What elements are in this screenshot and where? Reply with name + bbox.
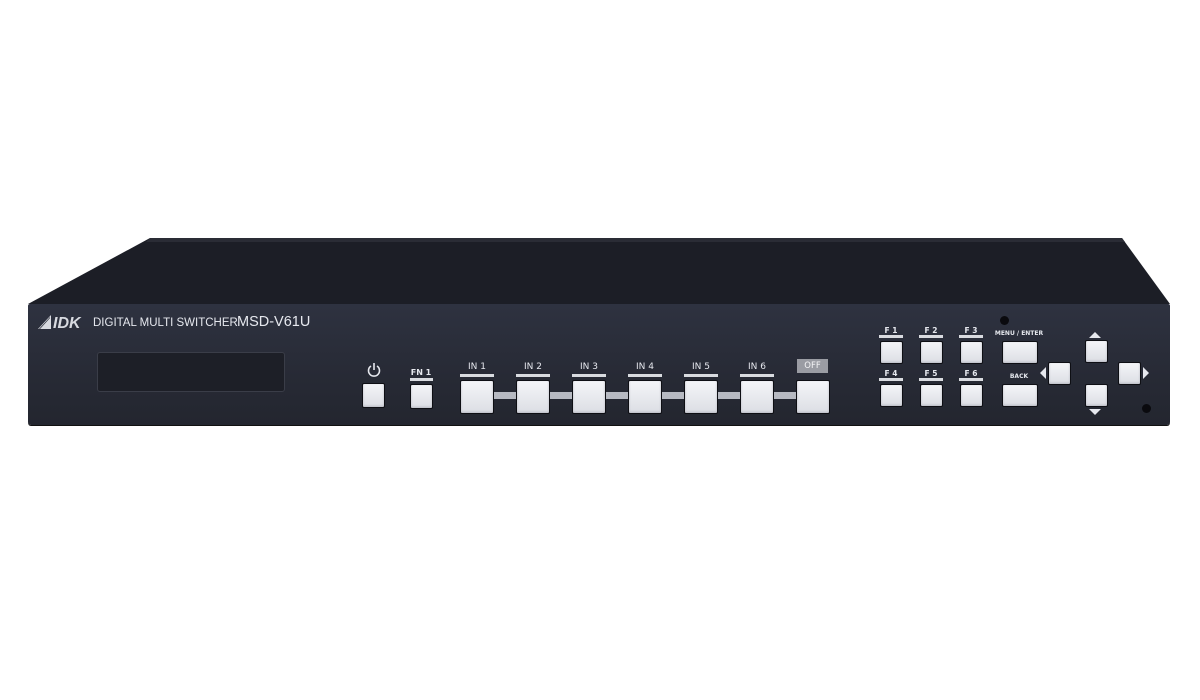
left-button[interactable] — [1048, 362, 1071, 385]
back-label: BACK — [1009, 373, 1029, 380]
fn1-indicator — [410, 378, 433, 381]
svg-text:IDK: IDK — [53, 315, 82, 330]
input-indicator — [628, 374, 662, 377]
function-indicator — [919, 378, 943, 381]
input-label: IN 1 — [468, 362, 486, 372]
function-indicator — [919, 335, 943, 338]
function-button-6[interactable] — [960, 384, 983, 407]
function-indicator — [879, 378, 903, 381]
power-button[interactable] — [362, 383, 385, 408]
back-button[interactable] — [1002, 384, 1038, 407]
input-label: IN 5 — [692, 362, 710, 372]
input-label: IN 3 — [580, 362, 598, 372]
function-indicator — [959, 335, 983, 338]
input-button-3[interactable] — [572, 380, 606, 414]
function-label: F 5 — [924, 369, 938, 378]
off-button[interactable] — [796, 380, 830, 414]
fn1-button[interactable] — [410, 384, 433, 409]
input-button-2[interactable] — [516, 380, 550, 414]
idk-logo: IDK — [38, 315, 82, 330]
lcd-display — [97, 352, 285, 392]
arrow-up-icon — [1089, 332, 1101, 338]
mount-hole — [1000, 316, 1009, 325]
right-button[interactable] — [1118, 362, 1141, 385]
input-button-6[interactable] — [740, 380, 774, 414]
function-button-3[interactable] — [960, 341, 983, 364]
input-indicator — [572, 374, 606, 377]
input-label: IN 6 — [748, 362, 766, 372]
model-label: MSD-V61U — [237, 314, 311, 330]
function-button-1[interactable] — [880, 341, 903, 364]
input-button-5[interactable] — [684, 380, 718, 414]
function-button-4[interactable] — [880, 384, 903, 407]
function-indicator — [959, 378, 983, 381]
function-indicator — [879, 335, 903, 338]
function-label: F 3 — [964, 326, 978, 335]
input-label: IN 2 — [524, 362, 542, 372]
product-line-label: DIGITAL MULTI SWITCHER — [93, 317, 238, 329]
function-label: F 1 — [884, 326, 898, 335]
input-label: IN 4 — [636, 362, 654, 372]
function-label: F 4 — [884, 369, 898, 378]
power-icon — [367, 363, 381, 377]
function-label: F 2 — [924, 326, 938, 335]
off-label: OFF — [797, 359, 828, 373]
arrow-right-icon — [1143, 367, 1149, 379]
fn1-label: FN 1 — [410, 368, 432, 377]
input-button-4[interactable] — [628, 380, 662, 414]
mount-hole — [1142, 404, 1151, 413]
function-button-5[interactable] — [920, 384, 943, 407]
input-indicator — [684, 374, 718, 377]
function-button-2[interactable] — [920, 341, 943, 364]
chassis-top — [28, 238, 1170, 304]
up-button[interactable] — [1085, 340, 1108, 363]
menu-enter-label: MENU / ENTER — [994, 330, 1044, 337]
input-button-1[interactable] — [460, 380, 494, 414]
input-indicator — [740, 374, 774, 377]
input-indicator — [460, 374, 494, 377]
input-indicator — [516, 374, 550, 377]
down-button[interactable] — [1085, 384, 1108, 407]
arrow-left-icon — [1040, 367, 1046, 379]
function-label: F 6 — [964, 369, 978, 378]
arrow-down-icon — [1089, 409, 1101, 415]
menu-enter-button[interactable] — [1002, 341, 1038, 364]
